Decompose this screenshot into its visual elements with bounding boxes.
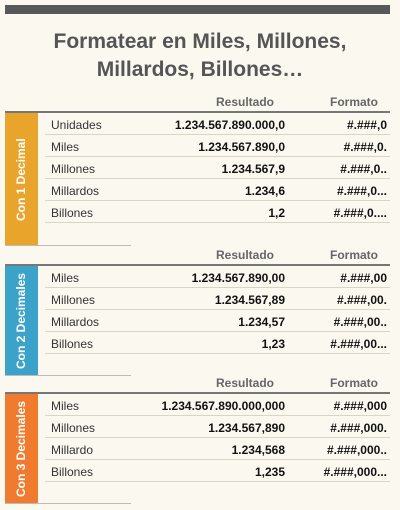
column-header: Formato <box>330 376 378 390</box>
row-label: Billones <box>51 465 94 479</box>
result: 1,23 <box>261 337 285 351</box>
row-separator <box>45 287 390 288</box>
format: #.###,00. <box>336 293 387 307</box>
row-separator <box>45 459 390 460</box>
row-label: Billones <box>51 337 94 351</box>
format: #.###,0.... <box>333 206 387 220</box>
row-separator <box>45 309 390 310</box>
column-header: Resultado <box>215 95 274 109</box>
section-block: Con 3 Decimales <box>5 394 38 503</box>
row-label: Unidades <box>51 118 102 132</box>
row-separator <box>45 481 390 482</box>
section-block: Con 1 Decimal <box>5 113 38 245</box>
result: 1.234.567.890,0 <box>198 140 285 154</box>
section-bottom-line <box>5 245 131 246</box>
format: #.###,000 <box>333 399 387 413</box>
row-label: Millones <box>51 293 96 307</box>
row-separator <box>45 200 390 201</box>
row-separator <box>45 222 390 223</box>
column-header: Formato <box>330 95 378 109</box>
column-header: Resultado <box>215 248 274 262</box>
column-header: Formato <box>330 248 378 262</box>
format: #.###,0.. <box>340 162 387 176</box>
format: #.###,00.. <box>333 315 387 329</box>
row-separator <box>45 178 390 179</box>
result: 1.234,568 <box>231 443 285 457</box>
row-label: Millardos <box>51 315 100 329</box>
row-label: Miles <box>51 399 80 413</box>
format: #.###,00... <box>330 337 387 351</box>
format: #.###,000... <box>323 465 387 479</box>
result: 1.234.567.890,00 <box>191 271 285 285</box>
format: #.###,00 <box>340 271 387 285</box>
section-label: Con 2 Decimales <box>14 272 28 369</box>
header-line <box>5 264 390 266</box>
result: 1.234.567.890.000,000 <box>161 399 285 413</box>
row-separator <box>45 134 390 135</box>
format: #.###,000.. <box>326 443 387 457</box>
row-label: Millardo <box>51 443 94 457</box>
result: 1.234.567,89 <box>214 293 285 307</box>
row-separator <box>45 415 390 416</box>
column-header: Resultado <box>215 376 274 390</box>
row-label: Miles <box>51 140 80 154</box>
section-block: Con 2 Decimales <box>5 266 38 375</box>
title: Formatear en Miles, Millones, Millardos,… <box>53 30 347 81</box>
row-separator <box>45 156 390 157</box>
format: #.###,0 <box>346 118 387 132</box>
result: 1.234.567,9 <box>221 162 285 176</box>
result: 1,235 <box>254 465 285 479</box>
row-separator <box>45 331 390 332</box>
section-label: Con 3 Decimales <box>14 400 28 497</box>
top-bar <box>5 5 390 14</box>
format: #.###,0... <box>336 184 387 198</box>
row-separator <box>45 437 390 438</box>
section-label: Con 1 Decimal <box>14 137 28 221</box>
section-bottom-line <box>5 503 131 504</box>
result: 1.234.567.890.000,0 <box>174 118 285 132</box>
row-label: Millones <box>51 421 96 435</box>
row-label: Millardos <box>51 184 100 198</box>
header-line <box>5 111 390 113</box>
result: 1.234,57 <box>238 315 285 329</box>
format: #.###,000. <box>330 421 387 435</box>
result: 1.234,6 <box>244 184 285 198</box>
result: 1,2 <box>268 206 285 220</box>
row-label: Billones <box>51 206 94 220</box>
row-label: Miles <box>51 271 80 285</box>
header-line <box>5 392 390 394</box>
row-separator <box>45 353 390 354</box>
row-label: Millones <box>51 162 96 176</box>
format: #.###,0. <box>343 140 387 154</box>
result: 1.234.567,890 <box>208 421 285 435</box>
section-bottom-line <box>5 375 131 376</box>
